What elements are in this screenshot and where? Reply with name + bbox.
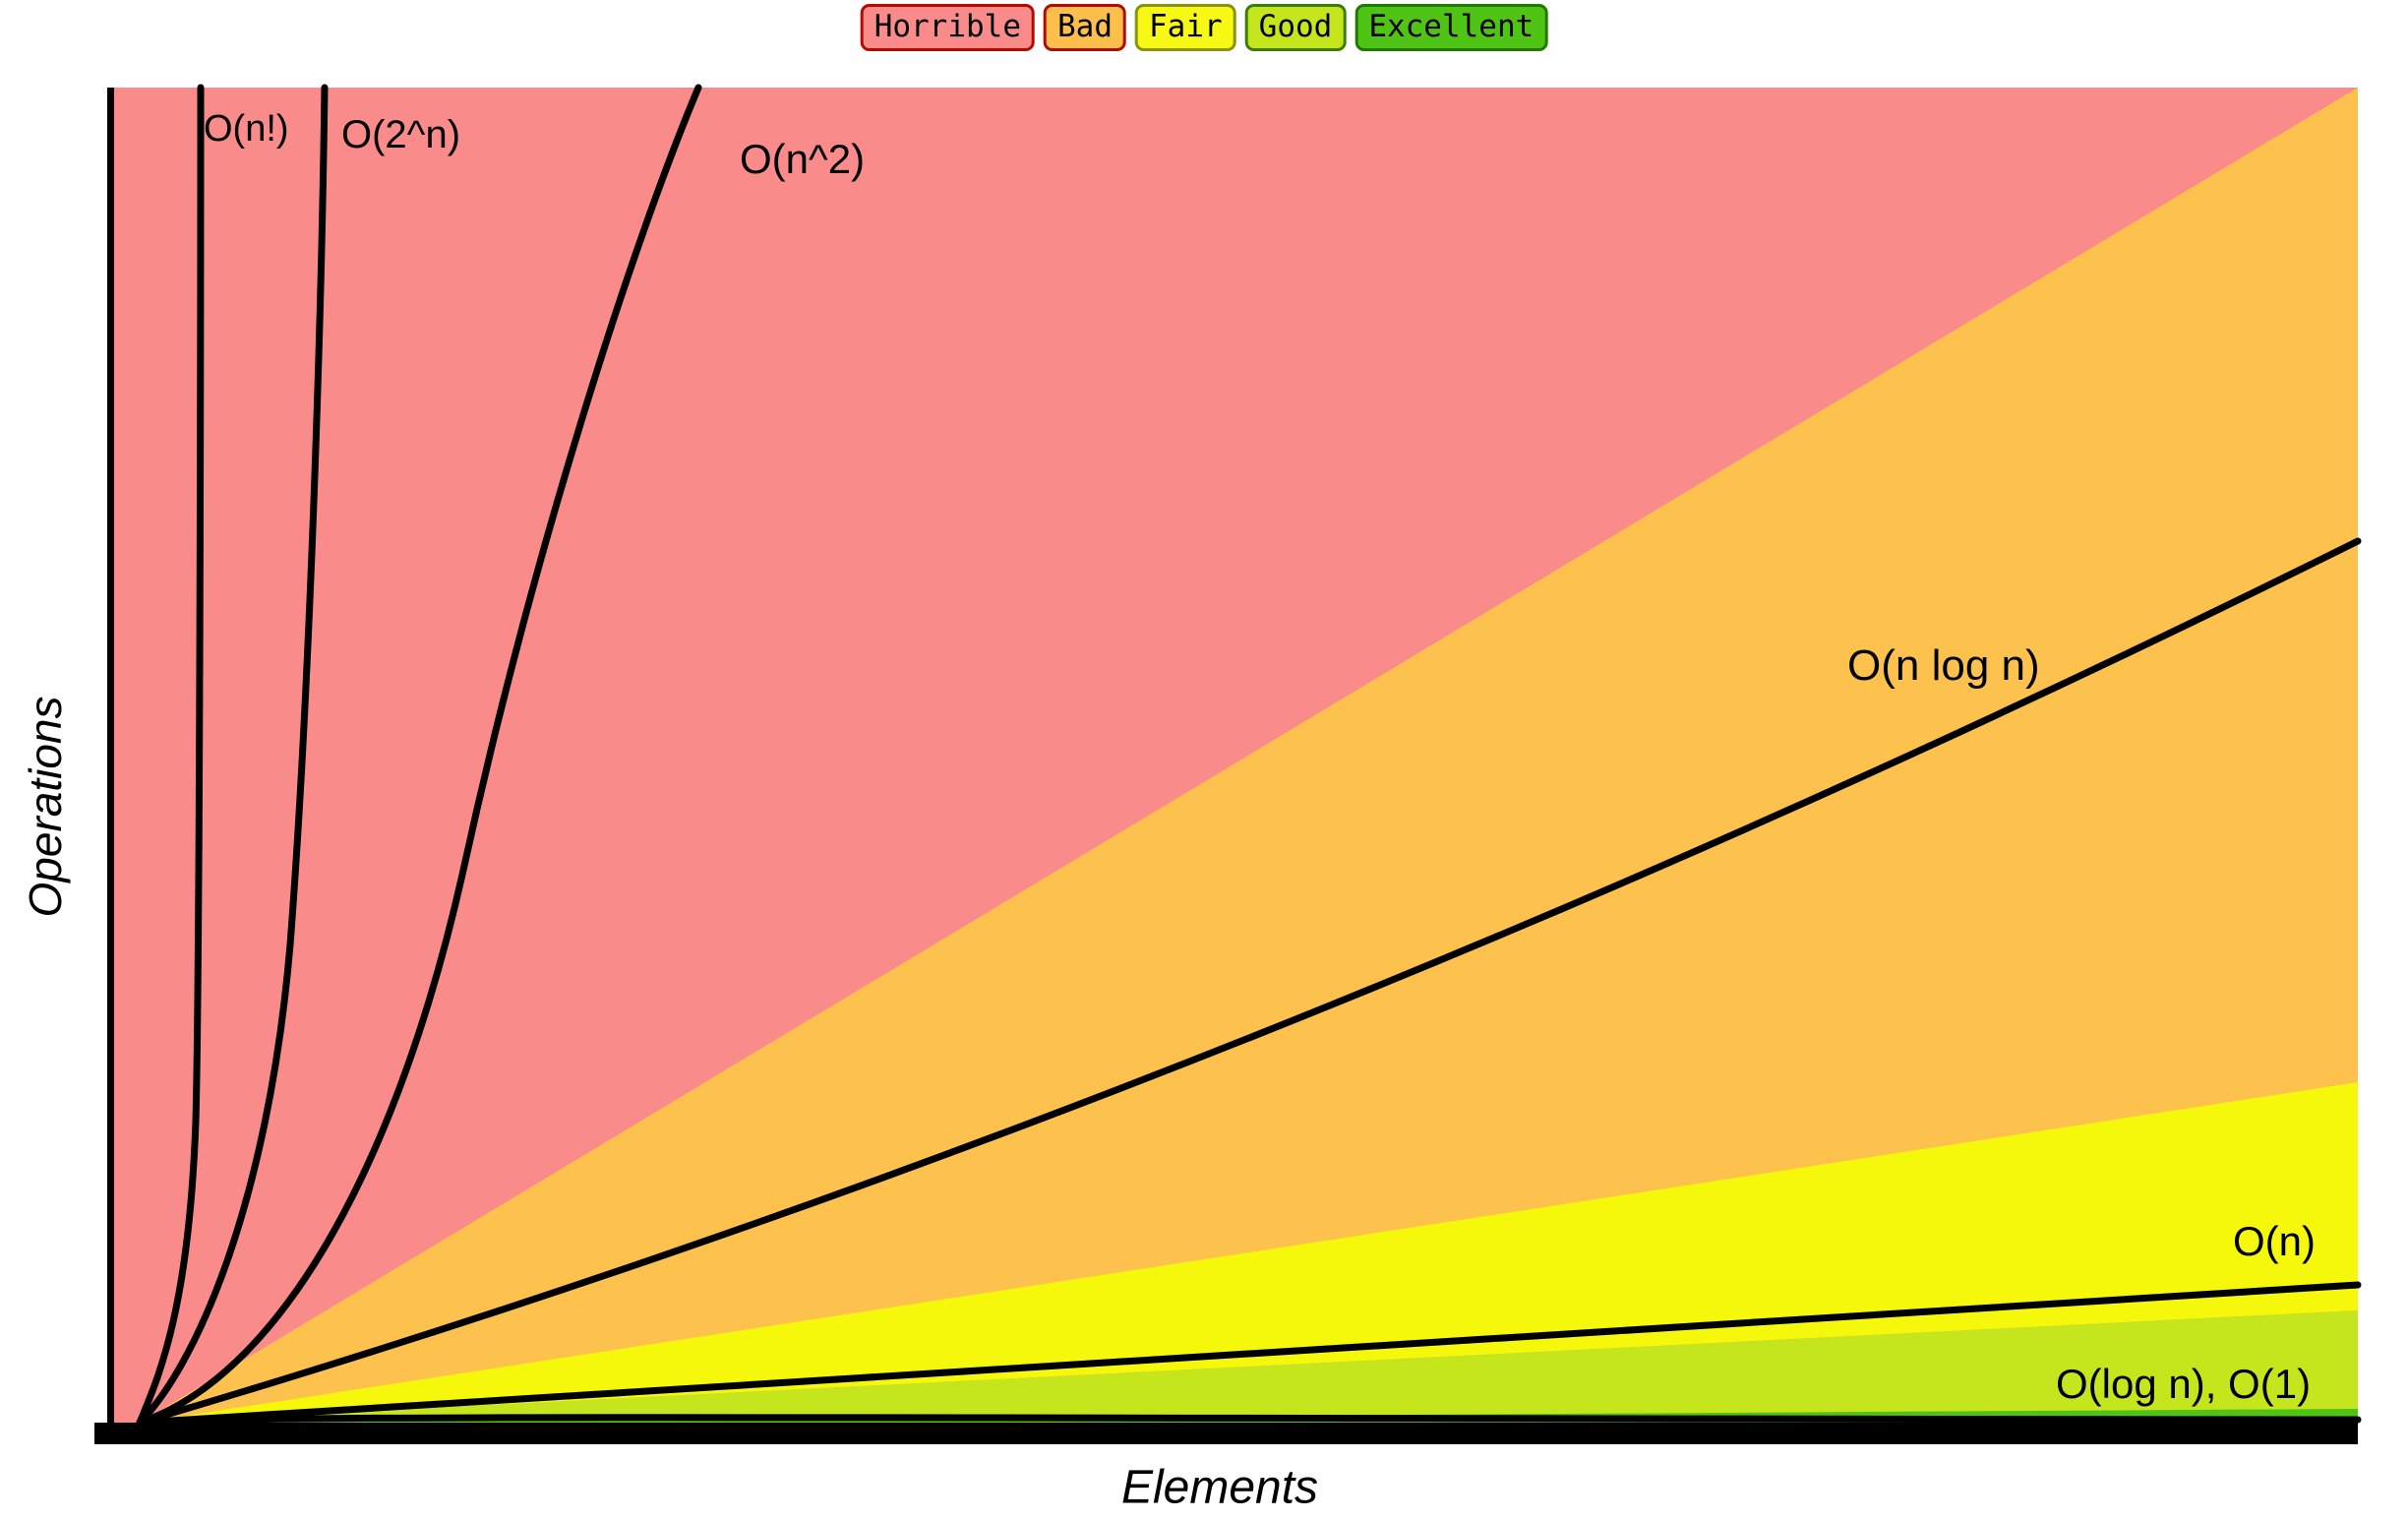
region-bad (140, 88, 2358, 1423)
legend-badge-good: Good (1244, 4, 1347, 51)
curve-o-n- (136, 84, 205, 1427)
curve-o-n-2- (136, 84, 702, 1427)
legend-badge-excellent: Excellent (1354, 4, 1548, 51)
legend-badge-fair: Fair (1135, 4, 1236, 51)
legend-badge-bad: Bad (1044, 4, 1127, 51)
curve-o-log-n-o-1- (136, 1414, 2362, 1427)
legend: Horrible Bad Fair Good Excellent (860, 4, 1548, 51)
x-axis-line (94, 1423, 2358, 1444)
y-axis-line (107, 88, 114, 1444)
curve-o-n-log-n- (136, 537, 2362, 1427)
region-fair (140, 1082, 2358, 1423)
region-good (140, 1310, 2358, 1423)
curve-o-2-n- (136, 84, 329, 1427)
legend-badge-horrible: Horrible (860, 4, 1036, 51)
curve-o-n- (136, 1281, 2362, 1427)
